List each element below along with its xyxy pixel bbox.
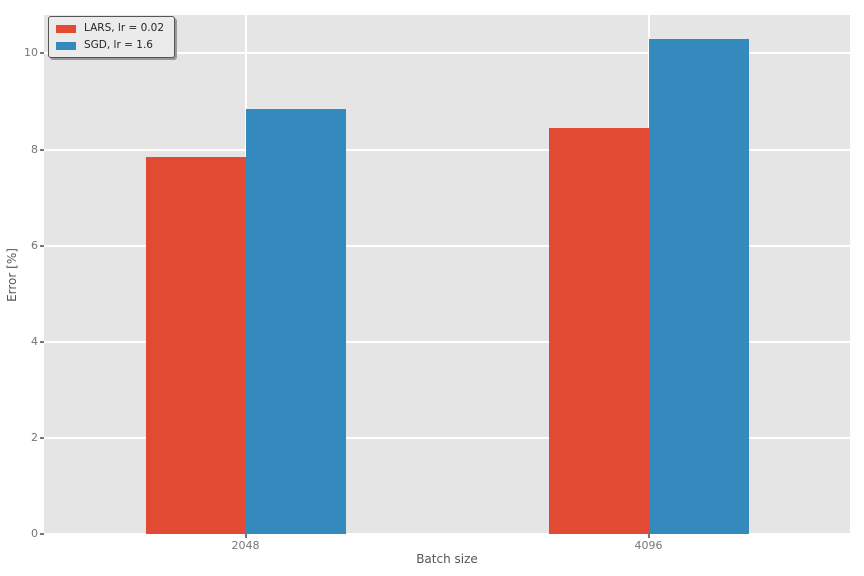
gridline-y-8 [44,148,850,151]
lars-color-swatch [56,24,76,33]
bar-lars-2048 [145,156,246,534]
x-tick-label-2048: 2048 [231,539,260,552]
x-tick-mark-4096 [647,534,650,538]
legend: LARS, lr = 0.02 SGD, lr = 1.6 [48,16,175,58]
y-tick-label-6: 6 [31,238,38,252]
y-tick-mark-10 [40,52,44,55]
x-tick-label-4096: 4096 [634,539,663,552]
gridline-y-6 [44,244,850,247]
legend-label-lars: LARS, lr = 0.02 [84,22,164,34]
legend-item-sgd: SGD, lr = 1.6 [56,39,164,52]
y-tick-mark-8 [40,148,44,151]
x-axis-label: Batch size [416,552,478,566]
bar-sgd-4096 [648,39,749,534]
chart-plot-area [44,15,850,535]
y-tick-label-4: 4 [31,334,38,348]
y-tick-mark-6 [40,244,44,247]
y-tick-label-2: 2 [31,430,38,444]
sgd-color-swatch [56,41,76,50]
x-tick-mark-2048 [244,534,247,538]
y-tick-mark-4 [40,340,44,343]
y-tick-label-8: 8 [31,142,38,156]
bar-lars-4096 [548,127,649,534]
gridline-y-0 [44,533,850,535]
gridline-y-4 [44,340,850,343]
y-tick-label-10: 10 [24,46,38,60]
y-tick-mark-2 [40,436,44,439]
gridline-y-2 [44,436,850,439]
bar-sgd-2048 [245,108,346,534]
gridline-y-10 [44,52,850,55]
legend-label-sgd: SGD, lr = 1.6 [84,39,153,51]
legend-item-lars: LARS, lr = 0.02 [56,22,164,35]
y-tick-label-0: 0 [31,527,38,540]
y-tick-mark-0 [40,533,44,535]
